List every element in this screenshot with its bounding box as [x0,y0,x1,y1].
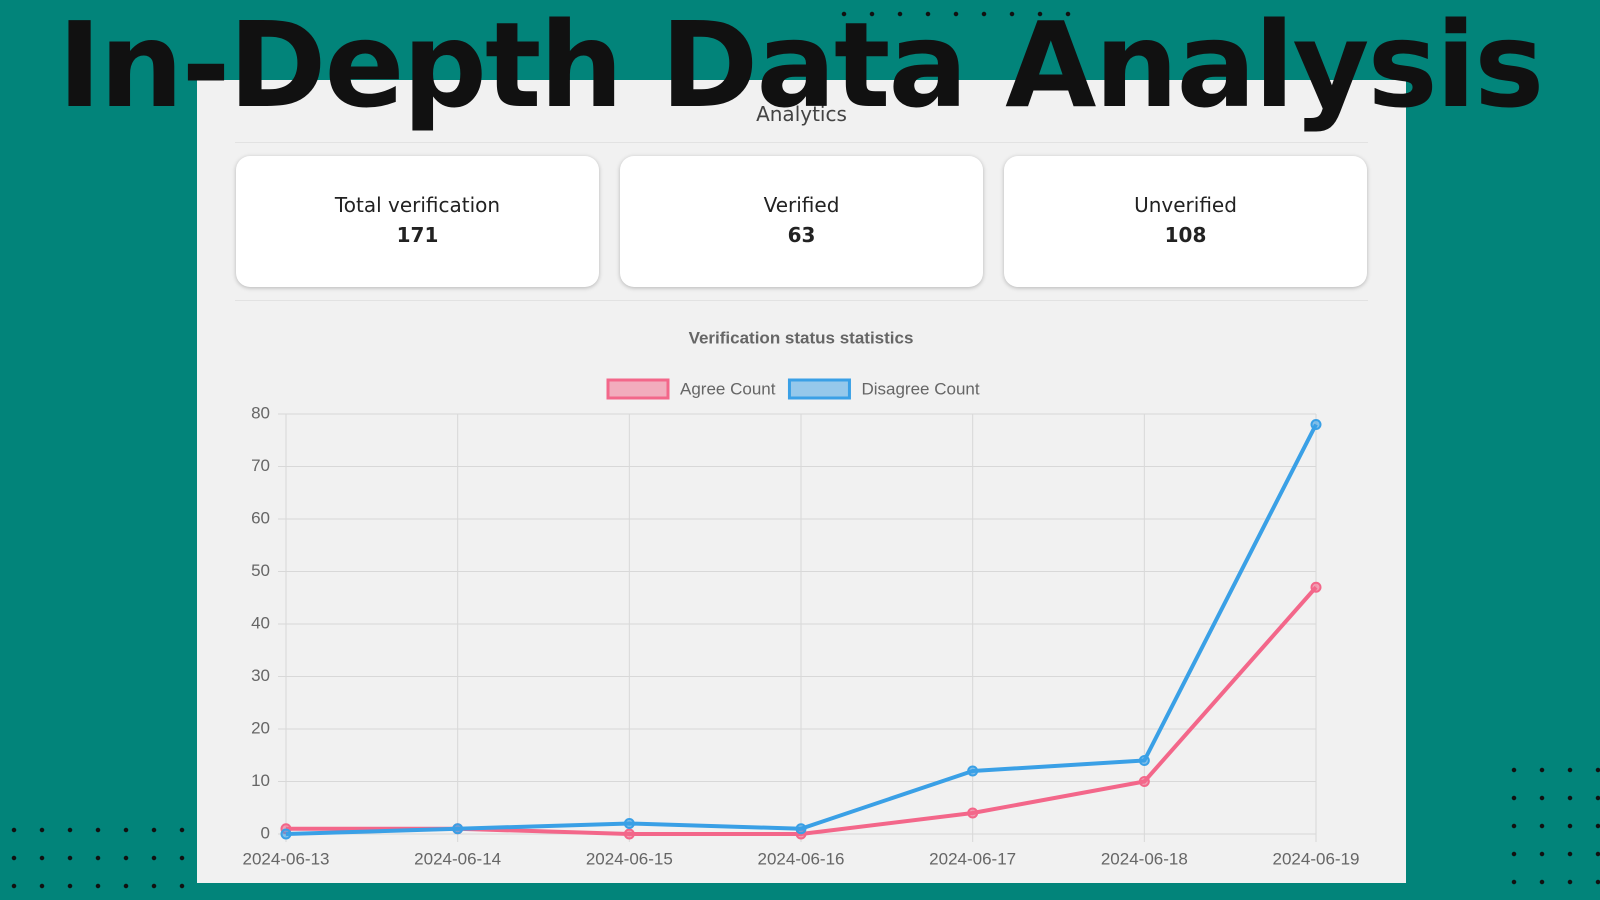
separator [235,300,1368,301]
x-tick-label: 2024-06-18 [1101,849,1188,868]
x-tick-label: 2024-06-14 [414,849,501,868]
panel-title: Analytics [756,102,847,126]
y-tick-label: 10 [251,771,270,790]
y-tick-label: 40 [251,613,270,632]
point [967,807,979,819]
headline: In-Depth Data Analysis [57,0,1545,134]
x-tick-label: 2024-06-17 [929,849,1016,868]
y-tick-label: 0 [261,823,270,842]
x-tick-label: 2024-06-13 [243,849,330,868]
legend-label: Agree Count [680,379,776,398]
point [1138,755,1150,766]
x-tick-label: 2024-06-16 [758,849,845,868]
y-tick-label: 20 [251,718,270,737]
point [623,818,635,829]
stat-card: Unverified 108 [1004,156,1367,287]
point [795,823,807,835]
point [623,828,635,840]
point [452,823,464,835]
decor-dots [830,0,1080,28]
point [1310,581,1322,593]
card-value: 108 [1164,223,1207,247]
card-label: Unverified [1134,193,1237,217]
legend-swatch [606,378,670,400]
y-tick-label: 80 [251,403,270,422]
legend-swatch [787,378,851,400]
stat-card: Verified 63 [620,156,983,287]
card-label: Verified [763,193,840,217]
point [1138,776,1150,787]
y-tick-label: 50 [251,561,270,580]
legend-label: Disagree Count [861,379,979,398]
x-tick-label: 2024-06-15 [586,849,673,868]
point [280,828,292,840]
card-value: 63 [787,223,816,247]
y-tick-label: 30 [251,666,270,685]
chart-title: Verification status statistics [689,328,914,347]
y-tick-label: 60 [251,508,270,527]
decor-dots [1500,756,1600,900]
stat-card: Total verification 171 [236,156,599,287]
card-value: 171 [396,223,439,247]
x-tick-label: 2024-06-19 [1273,849,1360,868]
point [1310,419,1322,430]
separator [235,142,1368,143]
card-label: Total verification [334,193,501,217]
decor-dots [0,816,190,900]
y-tick-label: 70 [251,456,270,475]
point [967,765,979,777]
